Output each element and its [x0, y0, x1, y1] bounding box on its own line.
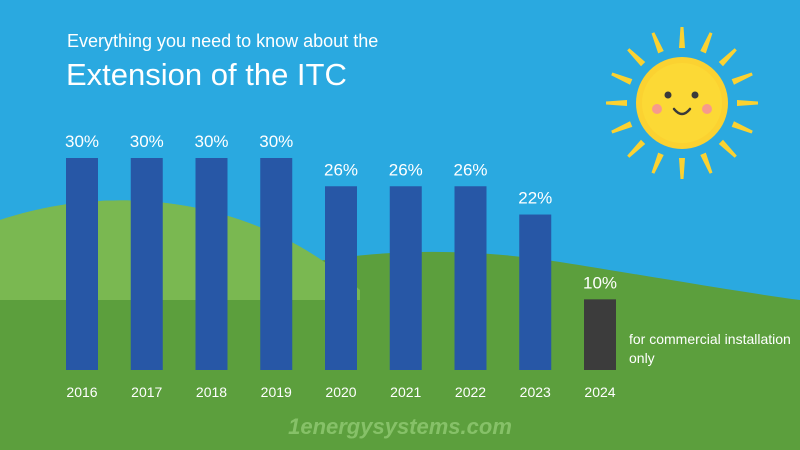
x-tick-2018: 2018	[196, 384, 227, 400]
x-tick-2024: 2024	[584, 384, 615, 400]
x-tick-2023: 2023	[520, 384, 551, 400]
data-label-2019: 30%	[259, 132, 293, 151]
x-tick-2021: 2021	[390, 384, 421, 400]
bar-2020	[325, 186, 357, 370]
bar-2021	[389, 186, 422, 370]
bar-2019	[260, 158, 293, 370]
bar-2018	[195, 158, 228, 370]
data-label-2016: 30%	[65, 132, 99, 151]
chart-title: Extension of the ITC	[66, 57, 347, 92]
watermark: 1energysystems.com	[288, 414, 512, 439]
data-label-2020: 26%	[324, 160, 358, 179]
x-tick-2022: 2022	[455, 384, 486, 400]
bar-2024	[584, 299, 616, 370]
data-label-2017: 30%	[130, 132, 164, 151]
data-label-2022: 26%	[453, 160, 487, 179]
data-label-2023: 22%	[518, 189, 552, 208]
x-tick-2019: 2019	[261, 384, 292, 400]
sun-icon	[606, 27, 758, 179]
bar-2017	[130, 158, 163, 370]
chart-subtitle: Everything you need to know about the	[67, 31, 379, 51]
x-tick-2017: 2017	[131, 384, 162, 400]
annotation-commercial: for commercial installation only	[629, 331, 791, 366]
bar-2023	[519, 214, 552, 370]
x-tick-2016: 2016	[66, 384, 97, 400]
x-tick-2020: 2020	[325, 384, 356, 400]
bar-2016	[66, 158, 98, 370]
bar-2022	[454, 186, 487, 370]
data-label-2018: 30%	[194, 132, 228, 151]
data-label-2021: 26%	[389, 160, 423, 179]
data-label-2024: 10%	[583, 273, 617, 292]
